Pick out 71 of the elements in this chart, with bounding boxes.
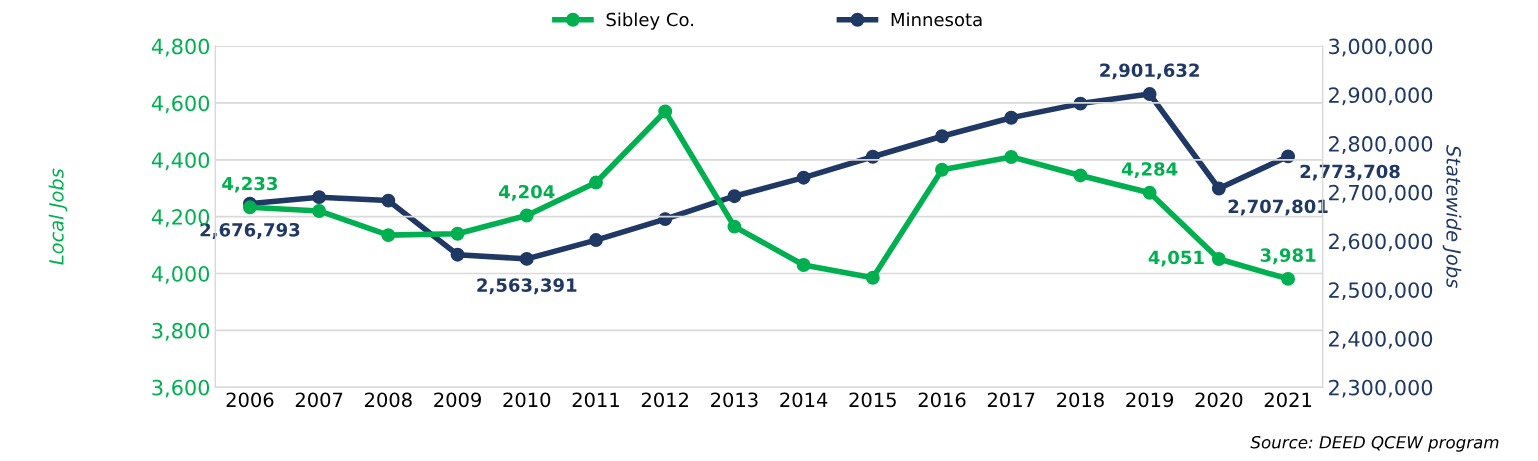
point [1211,181,1226,196]
point [1004,150,1019,164]
data-label: 4,204 [499,184,555,201]
point [589,233,603,248]
point [1211,252,1226,266]
point [381,228,396,243]
point [1073,168,1088,183]
point [381,193,396,208]
x-tick-label: 2014 [780,392,828,408]
data-label: 3,981 [1260,248,1316,265]
y2-tick-label: 2,400,000 [1329,330,1433,349]
point [1004,110,1019,125]
x-tick-label: 2021 [1264,392,1312,408]
point [1142,185,1157,200]
data-label: 2,707,801 [1228,199,1328,216]
point [589,175,603,190]
y2-tick-label: 2,700,000 [1329,184,1433,203]
y2-tick-label: 3,000,000 [1329,38,1433,57]
point [519,251,534,266]
data-label: 4,284 [1121,162,1178,179]
y-tick-label: 4,400 [151,152,210,171]
x-tick-label: 2018 [1057,392,1104,408]
x-tick-label: 2007 [295,392,343,408]
data-label: 2,901,632 [1100,63,1199,80]
point [450,247,465,262]
legend-label: Sibley Co. [606,12,694,30]
x-tick-label: 2020 [1195,392,1243,408]
point [796,170,811,185]
data-label: 4,233 [222,176,278,193]
source-note: Source: DEED QCEW program [1250,435,1499,452]
data-label: 2,563,391 [477,278,577,295]
x-tick-label: 2017 [987,392,1035,408]
x-tick-label: 2011 [572,392,619,408]
x-tick-label: 2008 [365,392,412,408]
y-tick-label: 3,800 [152,322,210,341]
x-tick-label: 2009 [434,392,481,408]
y2-tick-label: 2,600,000 [1329,233,1433,252]
x-tick-label: 2006 [226,392,274,408]
point [242,200,257,215]
point [1142,87,1157,101]
y-tick-label: 3,600 [152,379,210,398]
x-tick-label: 2012 [641,392,688,408]
y-tick-label: 4,000 [151,265,210,284]
point [727,219,742,234]
x-tick-label: 2013 [711,392,758,408]
point [935,129,949,144]
data-label: 4,051 [1148,250,1204,267]
point [865,270,880,285]
point [450,226,465,241]
point [796,258,811,272]
y2-axis-title: Statewide Jobs [1442,145,1462,288]
point [312,204,327,218]
y2-tick-label: 2,800,000 [1329,136,1433,154]
point [727,189,742,204]
x-tick-label: 2015 [849,392,896,408]
point [312,190,327,205]
x-tick-label: 2010 [503,392,551,408]
y-tick-label: 4,800 [151,38,210,57]
point [519,208,534,223]
y-axis-title: Local Jobs [48,168,68,265]
point [1281,271,1296,286]
y-tick-label: 4,600 [151,95,210,114]
x-tick-label: 2016 [918,392,966,408]
x-tick-label: 2019 [1126,392,1174,408]
y2-tick-label: 2,300,000 [1329,379,1433,398]
point [935,162,949,177]
legend-label: Minnesota [891,12,982,27]
point [658,104,673,119]
y2-tick-label: 2,900,000 [1329,87,1433,106]
data-label: 2,773,708 [1300,164,1400,181]
y2-tick-label: 2,500,000 [1329,282,1433,301]
